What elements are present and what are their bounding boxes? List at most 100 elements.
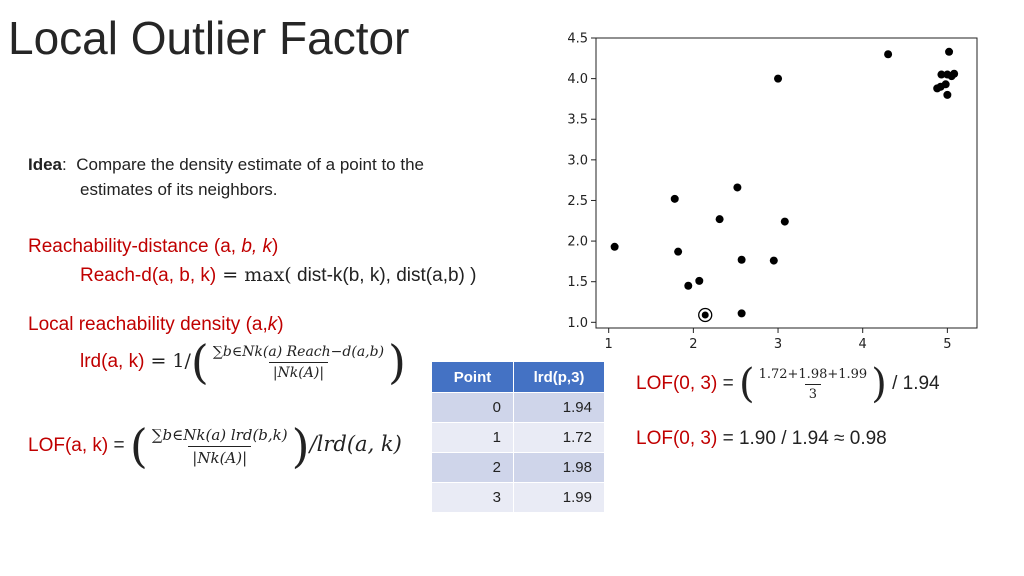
y-tick-label: 3.5 (567, 113, 588, 128)
data-point (684, 281, 693, 290)
lof-formula-lhs: LOF(a, k) (28, 435, 109, 457)
table-cell-point: 3 (431, 482, 514, 513)
data-point (670, 194, 679, 203)
data-point (950, 69, 959, 78)
lof-calc-1-denominator: 3 (804, 383, 822, 402)
idea-separator: : (62, 155, 67, 174)
data-point (937, 70, 946, 79)
x-tick-label: 4 (859, 337, 867, 352)
data-point (884, 50, 893, 59)
lof-calc-2-lhs: LOF(0, 3) (636, 428, 718, 449)
lrd-left-paren: ( (190, 335, 209, 389)
y-tick-label: 4.5 (567, 32, 588, 47)
table-row: 0 1.94 (431, 392, 605, 423)
x-tick-label: 5 (943, 337, 951, 352)
lrd-formula-eq: = 1/ (144, 350, 191, 373)
data-point (737, 255, 746, 264)
lrd-heading-k: k (267, 314, 278, 335)
lof-calc-1-lhs: LOF(0, 3) (636, 373, 718, 395)
lof-fraction-denominator: |Nk(A)| (188, 445, 252, 467)
table-row: 2 1.98 (431, 452, 605, 483)
lof-left-paren: ( (129, 419, 148, 473)
data-point (780, 217, 789, 226)
idea-block: Idea: Compare the density estimate of a … (28, 152, 424, 202)
reachability-heading: Reachability-distance (a, b, k) (28, 236, 278, 258)
lrd-heading-text: Local reachability density (a, (28, 314, 268, 335)
reach-d-formula: Reach-d(a, b, k) = max( dist-k(b, k), di… (80, 264, 476, 287)
highlighted-point (701, 311, 709, 319)
lrd-heading-close: ) (277, 314, 284, 335)
lrd-fraction-denominator: |Nk(A)| (268, 361, 329, 381)
table-cell-lrd: 1.99 (513, 482, 605, 513)
reachability-heading-b: b, (241, 236, 258, 257)
axis-ticks: 1 2 3 4 5 1.0 1.5 2.0 2.5 3.0 3.5 4.0 4.5 (567, 32, 951, 353)
lof-calc-1-numerator: 1.72+1.98+1.99 (758, 366, 868, 382)
lof-fraction-numerator: ∑b∈Nk(a) lrd(b,k) (151, 425, 288, 444)
lof-formula-eq: = (108, 435, 130, 457)
lof-calc-1-left-paren: ( (738, 361, 755, 407)
table-cell-lrd: 1.94 (513, 392, 605, 423)
table-row: 3 1.99 (431, 482, 605, 513)
y-tick-label: 3.0 (567, 153, 588, 168)
reach-d-args: dist-k(b, k), dist(a,b) ) (291, 265, 477, 286)
table-cell-point: 1 (431, 422, 514, 453)
lof-formula-tail: /lrd(a, k) (309, 432, 402, 457)
lof-calc-1-eq: = (717, 373, 739, 395)
reach-d-equals: = (216, 264, 245, 286)
data-point (610, 242, 619, 251)
lof-right-paren: ) (291, 419, 310, 473)
slide-title: Local Outlier Factor (8, 12, 410, 64)
table-header-lrd: lrd(p,3) (513, 361, 605, 393)
lof-calc-1-tail: / 1.94 (886, 373, 940, 395)
lof-calc-2: LOF(0, 3) = 1.90 / 1.94 ≈ 0.98 (636, 428, 887, 450)
table-row: 1 1.72 (431, 422, 605, 453)
data-point (943, 90, 952, 99)
lrd-fraction: ∑b∈Nk(a) Reach−d(a,b) |Nk(A)| (209, 344, 388, 381)
table-cell-lrd: 1.98 (513, 452, 605, 483)
idea-label: Idea (28, 155, 63, 174)
reach-d-max: max( (244, 264, 292, 286)
lof-calc-1: LOF(0, 3) = (1.72+1.98+1.99 3) / 1.94 (636, 364, 940, 404)
x-tick-label: 1 (605, 337, 613, 352)
data-point (733, 183, 742, 192)
idea-text-line-2: estimates of its neighbors. (80, 180, 278, 199)
data-point (737, 309, 746, 318)
lrd-formula: lrd(a, k) = 1/(∑b∈Nk(a) Reach−d(a,b) |Nk(… (80, 339, 406, 385)
y-tick-label: 2.0 (567, 235, 588, 250)
reachability-heading-k: k (262, 236, 272, 257)
idea-text-line-1: Compare the density estimate of a point … (76, 155, 424, 174)
data-point (774, 74, 783, 83)
table-cell-point: 0 (431, 392, 514, 423)
table-header-point: Point (431, 361, 514, 393)
x-tick-label: 2 (689, 337, 697, 352)
data-point (715, 215, 724, 224)
y-tick-label: 1.5 (567, 275, 588, 290)
lrd-table: Point lrd(p,3) 0 1.94 1 1.72 2 1.98 3 1.99 (431, 361, 605, 513)
lof-formula: LOF(a, k) = (∑b∈Nk(a) lrd(b,k) |Nk(A)|)/l… (28, 423, 402, 469)
y-tick-label: 4.0 (567, 72, 588, 87)
data-point (769, 256, 778, 265)
plot-frame (595, 37, 978, 329)
lrd-right-paren: ) (388, 335, 406, 389)
reachability-heading-text: Reachability-distance (a, (28, 236, 242, 257)
reach-d-lhs: Reach-d(a, b, k) (80, 265, 217, 286)
lof-calc-1-fraction: 1.72+1.98+1.99 3 (755, 367, 872, 402)
y-tick-label: 2.5 (567, 194, 588, 209)
data-point (674, 247, 683, 256)
table-header-row: Point lrd(p,3) (431, 361, 605, 393)
reachability-heading-close: ) (271, 236, 279, 257)
lof-calc-2-rhs: = 1.90 / 1.94 ≈ 0.98 (717, 428, 887, 449)
highlighted-point-ring (698, 307, 713, 323)
lof-fraction: ∑b∈Nk(a) lrd(b,k) |Nk(A)| (148, 426, 292, 467)
lrd-fraction-numerator: ∑b∈Nk(a) Reach−d(a,b) (212, 343, 385, 360)
data-point (945, 47, 954, 56)
table-cell-lrd: 1.72 (513, 422, 605, 453)
data-point (941, 80, 950, 89)
lrd-formula-lhs: lrd(a, k) (80, 351, 145, 373)
table-cell-point: 2 (431, 452, 514, 483)
lof-calc-1-right-paren: ) (871, 361, 887, 407)
data-points (610, 47, 959, 323)
y-tick-label: 1.0 (567, 316, 588, 331)
data-point (695, 276, 704, 285)
lrd-heading: Local reachability density (a,k) (28, 314, 284, 336)
